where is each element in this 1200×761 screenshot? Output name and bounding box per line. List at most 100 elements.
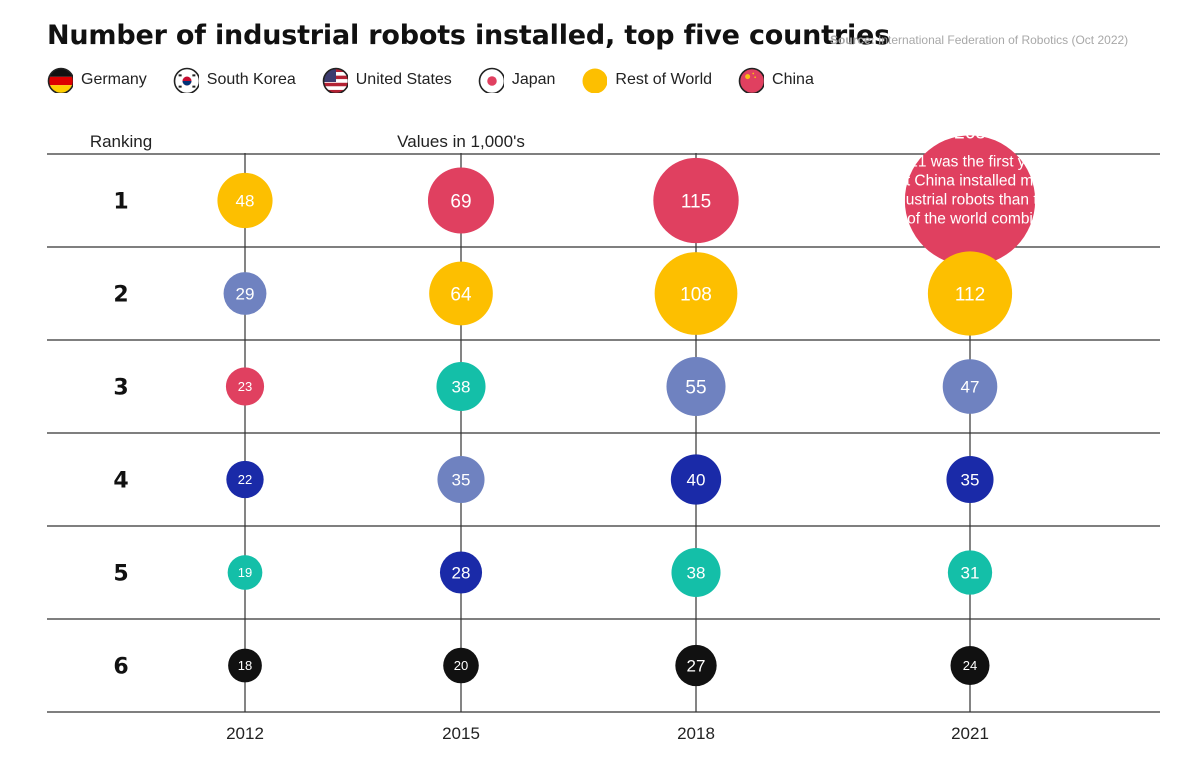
bubble-value-label: 38 — [687, 564, 706, 583]
rank-label: 5 — [113, 562, 128, 587]
bubble-value-label: 28 — [452, 564, 471, 583]
units-label: Values in 1,000's — [397, 132, 525, 151]
bubble-korea-2015: 38 — [436, 361, 486, 412]
bubble-germany-2018: 27 — [675, 644, 717, 687]
bubble-value-label: 35 — [452, 471, 471, 490]
annotation-line: 2021 was the first year — [892, 154, 1048, 171]
bubble-row-2015: 64 — [429, 261, 493, 326]
legend-label-japan: Japan — [511, 71, 556, 88]
bubble-value-label: 29 — [236, 285, 255, 304]
bubble-circle — [223, 272, 267, 315]
bubble-value-label: 31 — [961, 564, 980, 583]
legend-label-row: Rest of World — [615, 71, 713, 88]
bubble-value-label: 115 — [681, 191, 711, 212]
bubble-circle — [947, 550, 993, 595]
bubble-value-label: 108 — [680, 284, 712, 305]
bubble-circle — [436, 361, 486, 412]
annotation-line: rest of the world combined. — [877, 211, 1063, 228]
bubble-value-label: 23 — [238, 379, 252, 394]
bubble-value-label: 19 — [238, 565, 252, 580]
bubble-us-2018: 40 — [670, 454, 722, 505]
bubble-circle — [217, 172, 273, 229]
annotation-line: that China installed more — [884, 173, 1055, 190]
legend-item-row: Rest of World — [581, 67, 712, 93]
source-label: Source: — [830, 33, 875, 47]
bubble-circle — [225, 367, 265, 406]
bubble-value-label: 35 — [961, 471, 980, 490]
japan-flag-icon — [478, 67, 504, 93]
ranking-header: Ranking — [90, 132, 152, 151]
legend-item-germany: Germany — [47, 67, 147, 93]
bubble-circle — [671, 547, 721, 598]
year-label: 2015 — [442, 724, 480, 743]
bubble-china-2021: 268 2021 was the first year that China ins… — [877, 123, 1063, 266]
bubble-circle — [904, 135, 1036, 266]
bubble-circle — [227, 555, 263, 590]
bubble-value-label: 18 — [238, 658, 252, 673]
legend-label-germany: Germany — [81, 71, 147, 88]
bubble-circle — [666, 356, 726, 417]
bubble-us-2012: 22 — [226, 460, 264, 499]
bubble-value-label: 55 — [685, 377, 706, 398]
rank-label: 2 — [113, 283, 128, 308]
legend-item-korea: South Korea — [173, 67, 296, 93]
bubble-china-2015: 69 — [427, 167, 495, 234]
bubble-circle — [437, 455, 485, 504]
bubble-value-label: 268 — [954, 123, 986, 144]
annotation-line: industrial robots than the — [885, 192, 1055, 209]
bubble-value-label: 40 — [687, 471, 706, 490]
bubble-china-2018: 115 — [653, 157, 739, 244]
rank-label: 1 — [113, 190, 128, 215]
bubble-circle — [653, 157, 739, 244]
bubble-circle — [443, 647, 479, 684]
legend: Germany South Korea United States Japan Rest… — [47, 67, 840, 93]
bubble-korea-2012: 19 — [227, 555, 263, 590]
year-label: 2012 — [226, 724, 264, 743]
bubble-circle — [439, 551, 483, 594]
bubble-circle — [654, 252, 738, 335]
legend-label-us: United States — [355, 71, 452, 88]
us-flag-icon — [322, 67, 348, 93]
bubble-value-label: 22 — [238, 472, 252, 487]
source-note: Source: International Federation of Robo… — [830, 33, 1128, 47]
bubble-korea-2018: 38 — [671, 547, 721, 598]
bubble-value-label: 112 — [955, 284, 985, 305]
year-label: 2018 — [677, 724, 715, 743]
bubble-circle — [226, 460, 264, 499]
bubble-germany-2021: 24 — [950, 646, 990, 685]
bubble-circle — [942, 359, 998, 414]
rest-of-world-dot-icon — [582, 68, 608, 93]
bubble-circle — [429, 261, 493, 326]
legend-item-china: China — [738, 67, 814, 93]
bubble-value-label: 47 — [961, 378, 980, 397]
bubble-us-2015: 28 — [439, 551, 483, 594]
bubble-germany-2012: 18 — [228, 648, 262, 683]
germany-flag-icon — [47, 67, 73, 93]
rank-label: 3 — [113, 376, 128, 401]
bubble-row-2021: 112 — [927, 251, 1013, 336]
rank-label: 6 — [113, 655, 128, 680]
bubble-row-2018: 108 — [654, 252, 738, 335]
south-korea-flag-icon — [173, 67, 199, 93]
bubble-us-2021: 35 — [946, 455, 994, 504]
source-text: International Federation of Robotics (Oc… — [878, 33, 1129, 47]
bubble-circle — [927, 251, 1013, 336]
bubble-circle — [950, 646, 990, 685]
bubble-japan-2018: 55 — [666, 356, 726, 417]
bubble-value-label: 38 — [452, 378, 471, 397]
bubble-value-label: 69 — [450, 191, 471, 212]
legend-label-china: China — [772, 71, 814, 88]
legend-label-korea: South Korea — [206, 71, 296, 88]
bubble-japan-2021: 47 — [942, 359, 998, 414]
legend-item-us: United States — [322, 67, 452, 93]
rank-label: 4 — [113, 469, 128, 494]
bubble-value-label: 48 — [236, 192, 255, 211]
china-flag-icon — [738, 67, 765, 93]
bubble-circle — [228, 648, 262, 683]
bubble-japan-2012: 29 — [223, 272, 267, 315]
bubble-circle — [427, 167, 495, 234]
bubble-value-label: 20 — [454, 658, 468, 673]
year-label: 2021 — [951, 724, 989, 743]
bubble-value-label: 64 — [450, 284, 472, 305]
